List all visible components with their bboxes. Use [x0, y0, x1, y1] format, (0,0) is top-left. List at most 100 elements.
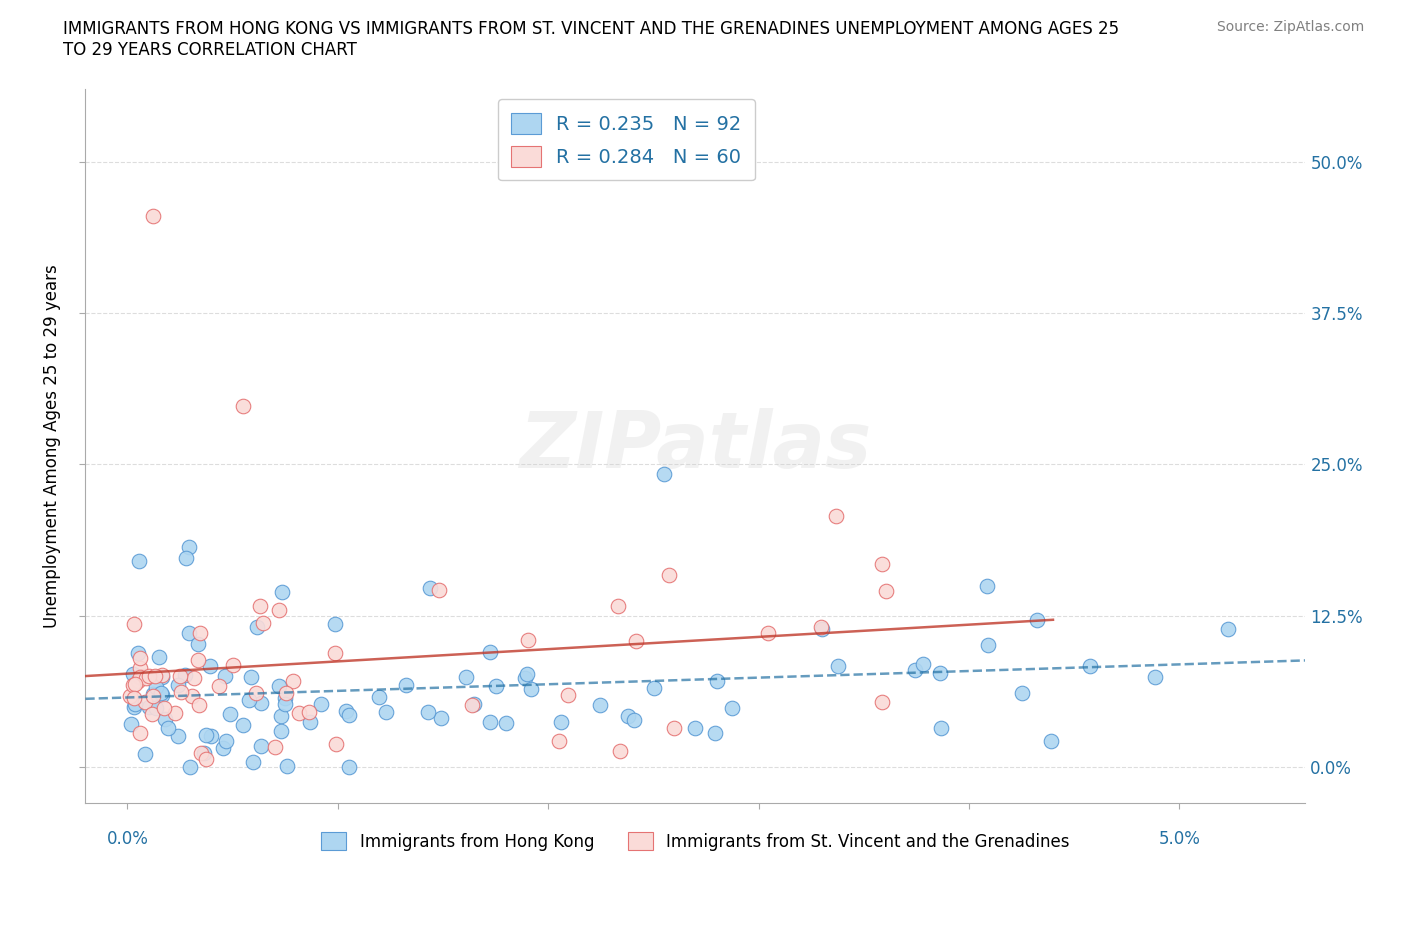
Point [811, 621, 834, 636]
Text: TO 29 YEARS CORRELATION CHART: TO 29 YEARS CORRELATION CHART [63, 41, 357, 59]
Point [274, 685, 297, 700]
Point [153, 711, 176, 726]
Point [132, 669, 155, 684]
Point [134, 694, 156, 709]
Point [557, 687, 579, 702]
Point [870, 557, 893, 572]
Point [153, 700, 176, 715]
Point [298, 705, 321, 720]
Point [652, 467, 675, 482]
Point [547, 734, 569, 749]
Point [825, 509, 848, 524]
Point [875, 583, 897, 598]
Point [479, 715, 502, 730]
Point [721, 700, 744, 715]
Point [375, 705, 398, 720]
Text: ZIPatlas: ZIPatlas [519, 408, 872, 485]
Point [122, 691, 145, 706]
Text: IMMIGRANTS FROM HONG KONG VS IMMIGRANTS FROM ST. VINCENT AND THE GRENADINES UNEM: IMMIGRANTS FROM HONG KONG VS IMMIGRANTS … [63, 20, 1119, 38]
Point [756, 626, 779, 641]
Point [904, 663, 927, 678]
Point [174, 667, 197, 682]
Point [142, 689, 165, 704]
Point [520, 682, 543, 697]
Point [148, 649, 170, 664]
Point [1011, 685, 1033, 700]
Text: 5.0%: 5.0% [1159, 830, 1201, 848]
Point [485, 678, 508, 693]
Point [429, 711, 451, 725]
Point [394, 677, 416, 692]
Point [609, 744, 631, 759]
Point [1078, 658, 1101, 673]
Point [170, 684, 193, 699]
Point [704, 725, 727, 740]
Point [270, 709, 292, 724]
Point [323, 616, 346, 631]
Point [211, 740, 233, 755]
Point [870, 695, 893, 710]
Point [274, 691, 297, 706]
Point [706, 674, 728, 689]
Point [122, 618, 145, 632]
Point [122, 667, 145, 682]
Point [193, 745, 215, 760]
Text: 0.0%: 0.0% [107, 830, 149, 848]
Point [273, 697, 295, 711]
Point [416, 705, 439, 720]
Point [623, 712, 645, 727]
Point [311, 697, 333, 711]
Point [617, 709, 640, 724]
Point [150, 667, 173, 682]
Point [460, 698, 482, 712]
Point [122, 699, 145, 714]
Point [188, 626, 211, 641]
Point [138, 700, 160, 715]
Point [250, 696, 273, 711]
Point [135, 671, 157, 685]
Point [124, 697, 146, 711]
Point [128, 660, 150, 675]
Point [150, 688, 173, 703]
Point [242, 754, 264, 769]
Point [479, 644, 502, 659]
Point [238, 692, 260, 707]
Point [664, 721, 686, 736]
Point [150, 670, 173, 684]
Point [150, 685, 173, 700]
Point [156, 720, 179, 735]
Point [245, 685, 267, 700]
Point [121, 677, 143, 692]
Point [977, 638, 1000, 653]
Point [127, 674, 149, 689]
Point [128, 553, 150, 568]
Point [299, 714, 322, 729]
Point [929, 666, 952, 681]
Point [270, 724, 292, 738]
Point [624, 633, 647, 648]
Point [323, 645, 346, 660]
Point [367, 689, 389, 704]
Point [163, 706, 186, 721]
Point [252, 616, 274, 631]
Point [120, 717, 142, 732]
Point [288, 706, 311, 721]
Y-axis label: Unemployment Among Ages 25 to 29 years: Unemployment Among Ages 25 to 29 years [44, 264, 60, 628]
Point [143, 669, 166, 684]
Point [142, 686, 165, 701]
Point [231, 718, 253, 733]
Point [1144, 670, 1167, 684]
Point [219, 707, 242, 722]
Point [427, 582, 450, 597]
Point [929, 720, 952, 735]
Point [683, 721, 706, 736]
Point [515, 671, 537, 685]
Point [1025, 613, 1047, 628]
Point [177, 539, 200, 554]
Point [167, 729, 190, 744]
Point [271, 585, 294, 600]
Point [187, 636, 209, 651]
Point [169, 668, 191, 683]
Point [263, 739, 285, 754]
Point [454, 669, 477, 684]
